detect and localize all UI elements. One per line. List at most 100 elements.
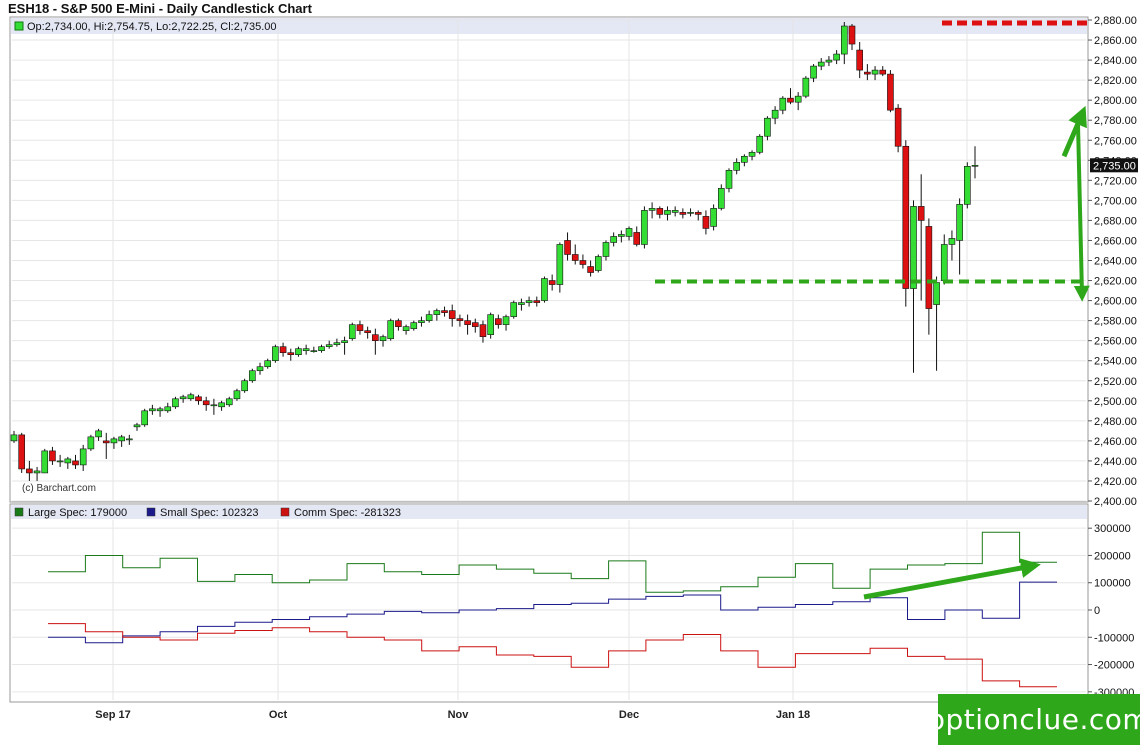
candle-body [33,470,41,474]
candle-body [202,400,210,406]
candle-body [341,340,348,343]
candle [387,318,395,341]
candle [864,64,871,81]
price-y-tick-label: 2,800.00 [1094,95,1137,107]
grid-lines [12,19,1086,502]
price-y-axis: 2,400.00 2,420.00 2,440.00 2,460.00 2,480.00… [1088,15,1138,508]
candle [272,344,279,363]
candle [33,466,41,481]
candle [502,314,510,331]
candle [887,70,894,113]
candle [833,50,840,65]
price-y-tick-label: 2,420.00 [1094,476,1137,488]
ohlc-legend-swatch [14,21,24,31]
x-tick-label: Jan 18 [776,709,810,721]
price-y-tick-label: 2,600.00 [1094,296,1137,308]
price-y-tick-label: 2,520.00 [1094,376,1137,388]
candle-body [664,210,671,215]
candle-body [233,390,241,400]
candle [871,66,879,81]
price-y-tick-label: 2,880.00 [1094,15,1137,27]
candle [456,314,464,327]
candle [210,398,218,415]
candle-body [448,310,456,319]
candle [395,318,402,331]
candle-body [325,344,333,347]
candle-body [694,212,702,215]
candle [787,88,794,105]
candle-body [587,266,594,273]
candle-body [579,260,587,265]
candle [310,346,318,353]
cot-series-line [48,623,1057,688]
candle-body [948,238,956,245]
candle [671,206,679,217]
cot-lines-layer [48,531,1057,688]
candle-body [902,145,910,289]
price-y-tick-label: 2,660.00 [1094,235,1137,247]
candle [64,456,72,469]
candle-body [210,404,218,407]
candle-body [79,448,87,466]
price-y-tick-label: 2,440.00 [1094,456,1137,468]
candle [479,320,487,343]
brand-logo: optionclue.com [928,694,1140,745]
candle [910,200,917,373]
cot-series-line [48,531,1057,593]
cot-y-tick-label: -100000 [1094,632,1134,644]
candle-body [910,206,917,289]
candle [533,296,541,307]
candle [341,336,348,355]
cot-y-tick-label: 100000 [1094,578,1131,590]
candle-body [87,436,95,450]
candle-body [894,107,902,147]
price-y-tick-label: 2,760.00 [1094,135,1137,147]
cot-grid-lines [12,520,1086,700]
candle-body [794,95,802,103]
cot-legend-label: Large Spec: 179000 [28,507,127,519]
candle [894,104,902,153]
candle-body [525,300,533,303]
candle [287,348,295,361]
candle-body [249,370,256,382]
candle [448,304,456,327]
candle-body [787,97,794,103]
candle-body [510,302,518,317]
candle-body [348,324,356,339]
candle-body [187,394,195,400]
cot-legend-band [11,505,1087,519]
candle [556,242,564,293]
candle-body [225,398,233,406]
candle [771,106,779,125]
candle [817,58,825,71]
candle-body [156,408,164,412]
candle-body [771,109,779,119]
candle-body [133,424,141,428]
down-arrow [1073,124,1090,302]
candle [841,22,848,65]
cot-legend-swatch [146,507,156,517]
cot-y-tick-label: 300000 [1094,523,1131,535]
candle-body [18,434,25,470]
candle-body [164,406,172,412]
candle [710,204,717,231]
candle [848,24,856,51]
candle-body [810,65,817,79]
candle [41,448,49,474]
candle [410,320,418,331]
candle [241,378,248,393]
candle-body [733,161,740,171]
cot-legend: Large Spec: 179000 Small Spec: 102323 Comm… [14,507,401,519]
candle [218,400,225,411]
cot-series-line [48,581,1057,644]
candle [26,460,33,481]
candle-body [548,280,556,285]
candle [748,150,756,161]
candle [579,254,587,269]
candle [917,174,925,301]
candle [810,64,817,83]
candle-body [625,228,633,237]
candle-body [49,450,56,462]
candle [594,254,602,273]
